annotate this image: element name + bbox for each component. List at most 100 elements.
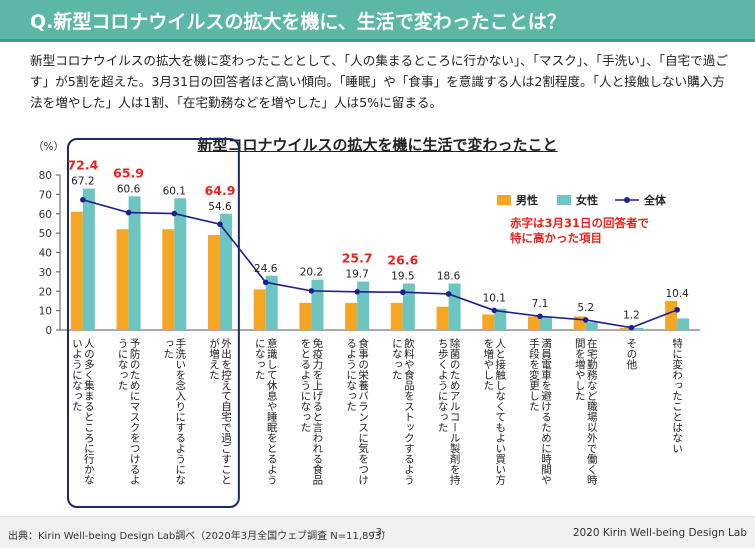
bar-male (390, 302, 403, 330)
point-total (125, 209, 132, 216)
x-category-label: が増えた (208, 337, 220, 380)
x-category-label: 人の多く集まるところに行かな (83, 338, 95, 485)
data-label-total: 67.2 (71, 176, 94, 188)
y-tick-label: 40 (39, 248, 52, 260)
slide-title: Q.新型コロナウイルスの拡大を機に、生活で変わったことは？ (30, 11, 566, 33)
y-tick-label: 10 (39, 306, 52, 318)
bar-female (82, 188, 95, 330)
bar-female (265, 275, 278, 330)
y-tick-label: 60 (39, 209, 52, 221)
bar-female (174, 198, 187, 330)
x-category-label: 飲料や食品をストックするよう (403, 337, 415, 485)
x-category-label: 除菌のためアルコール製剤を持 (449, 337, 461, 486)
bar-male (345, 302, 358, 330)
legend-label: 全体 (643, 193, 667, 207)
x-category-label: になった (254, 338, 266, 380)
bar-male (162, 229, 175, 330)
highlight-value: 65.9 (113, 165, 144, 180)
footer: 出典：Kirin Well-being Design Lab調べ（2020年3月… (0, 516, 755, 548)
data-label-total: 24.6 (254, 263, 278, 275)
x-category-label: 満員電車を避けるために時間や (540, 338, 552, 485)
highlight-note: 特に高かった項目 (510, 231, 602, 245)
bar-male (299, 302, 312, 330)
bar-female (677, 318, 690, 330)
data-label-total: 54.6 (208, 201, 232, 213)
point-total (674, 307, 680, 313)
data-label-total: 5.2 (577, 302, 594, 314)
x-category-label: 免疫力を上げると言われる食品 (311, 337, 323, 486)
point-total (582, 317, 589, 323)
footer-page-number: -3- (372, 527, 386, 538)
y-tick-label: 0 (45, 325, 52, 337)
x-category-label: 手段を変更した (528, 337, 540, 411)
point-total (217, 221, 223, 228)
bar-female (128, 196, 141, 330)
x-category-label: ち歩くようになった (437, 338, 449, 433)
highlight-note: 赤字は3月31日の回答者で (510, 216, 649, 230)
x-category-label: 意識して休息や睡眠をとるよう (266, 337, 278, 485)
bar-male (436, 306, 449, 330)
bar-female (540, 316, 552, 330)
x-category-label: その他 (625, 338, 637, 370)
x-category-label: った (162, 338, 174, 359)
data-label-total: 10.1 (483, 292, 506, 304)
point-total (537, 313, 543, 320)
x-category-label: 間を増やした (574, 338, 586, 401)
data-label-total: 7.1 (532, 298, 549, 310)
chart-svg: （%） 0 10 20 30 40 50 60 70 80 67.2 60.6 60.1 54.6 24.6… (33, 138, 700, 508)
bar-female (402, 283, 415, 330)
highlight-box (67, 138, 240, 508)
bar-male (208, 235, 220, 330)
point-total (80, 197, 86, 203)
point-total (354, 289, 360, 295)
chart-title: 新型コロナウイルスの拡大を機に生活で変わったこと (197, 136, 558, 154)
bar-female (631, 328, 644, 330)
legend-label: 男性 (516, 193, 538, 207)
line-total (82, 199, 678, 329)
bar-female (220, 213, 232, 330)
point-total (400, 289, 406, 296)
bar-female (585, 322, 598, 330)
x-category-label: 人と接触しなくてもよい買い方 (494, 338, 506, 486)
x-category-label: 在宅勤務など職場以外で働く時 (586, 338, 598, 485)
y-tick-label: 80 (39, 170, 52, 182)
point-total (171, 210, 178, 217)
highlight-value: 72.4 (67, 158, 98, 173)
data-label-total: 60.6 (117, 183, 141, 195)
highlight-value: 26.6 (387, 253, 418, 268)
x-category-label: るようになった (345, 338, 357, 412)
bar-male (482, 314, 495, 330)
data-label-total: 1.2 (623, 310, 640, 322)
point-total (491, 307, 498, 314)
bar-male (253, 289, 266, 330)
chart-title-wrap: 新型コロナウイルスの拡大を機に生活で変わったこと (0, 134, 755, 155)
bar-male (619, 328, 632, 330)
x-category-label: うになった (117, 338, 129, 391)
highlight-value: 25.7 (342, 251, 373, 266)
y-tick-label: 20 (39, 286, 52, 298)
slide-header: Q.新型コロナウイルスの拡大を機に、生活で変わったことは？ (0, 0, 755, 42)
legend-swatch (557, 195, 571, 205)
x-category-label: 食事の栄養バランスに気をつけ (357, 337, 369, 485)
x-category-label: 外出を控えて自宅で過ごすこと (220, 338, 232, 485)
point-total (445, 291, 452, 297)
bar-male (70, 211, 83, 330)
data-label-total: 10.4 (665, 288, 689, 300)
data-label-total: 20.2 (300, 267, 323, 279)
x-category-label: 予防のためにマスクをつけるよ (129, 338, 141, 485)
highlight-value: 64.9 (205, 183, 236, 198)
bar-male (116, 229, 129, 330)
data-label-total: 19.7 (345, 269, 368, 281)
data-label-total: 18.6 (437, 271, 461, 283)
data-label-total: 60.1 (163, 185, 186, 197)
footer-source: 出典：Kirin Well-being Design Lab調べ（2020年3月… (8, 531, 392, 542)
bar-female (357, 281, 370, 330)
legend-swatch (497, 195, 511, 205)
bar-male (665, 300, 678, 330)
x-category-label: をとるようになった (299, 338, 311, 433)
data-label-total: 19.5 (391, 271, 414, 283)
bar-female (494, 308, 507, 330)
y-tick-label: 70 (39, 189, 52, 201)
intro-text: 新型コロナウイルスの拡大を機に変わったこととして、「人の集まるところに行かない」… (30, 53, 728, 110)
bar-male (528, 316, 540, 330)
